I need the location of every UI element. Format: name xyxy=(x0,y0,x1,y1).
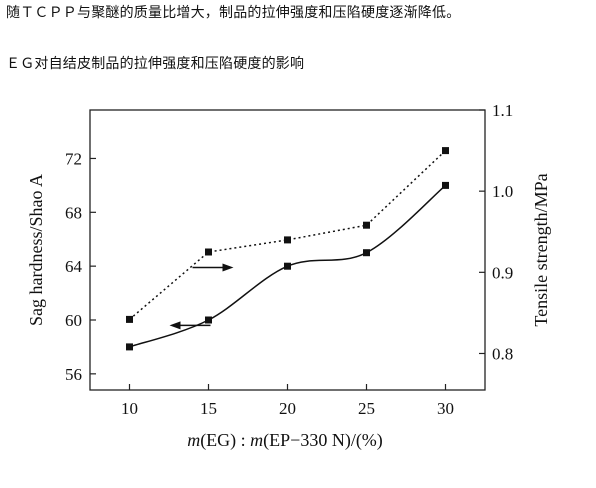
hardness-point xyxy=(126,343,133,351)
right-tick-label: 0.9 xyxy=(492,263,513,282)
x-tick-label: 25 xyxy=(358,399,375,418)
left-tick-label: 56 xyxy=(65,365,82,384)
annotation-arrow-head xyxy=(169,321,181,330)
right-tick-label: 1.1 xyxy=(492,101,513,120)
intro-text: 随ＴＣＰＰ与聚醚的质量比增大，制品的拉伸强度和压陷硬度逐渐降低。 xyxy=(6,5,461,21)
left-tick-label: 60 xyxy=(65,311,82,330)
y-axis-left-title: Sag hardness/Shao A xyxy=(26,174,46,326)
hardness-point xyxy=(442,181,449,189)
tensile-point xyxy=(442,147,449,155)
x-axis-title-part2: (EP−330 N)/(%) xyxy=(263,430,383,451)
x-axis-title: m(EG) : m(EP−330 N)/(%) xyxy=(187,430,383,451)
annotation-group xyxy=(169,263,234,330)
right-tick-label: 0.8 xyxy=(492,344,513,363)
left-tick-label: 72 xyxy=(65,149,82,168)
x-tick-label: 20 xyxy=(279,399,296,418)
x-tick-label: 10 xyxy=(121,399,138,418)
sag-hardness-tensile-strength-chart: 10 15 20 25 30 56 60 64 68 72 0.8 0.9 1.0 1.1 Sag h… xyxy=(26,101,551,451)
series-group xyxy=(126,147,449,351)
x-axis-title-part1: (EG) : xyxy=(200,430,250,451)
plot-frame xyxy=(89,109,486,391)
annotation-arrow-head xyxy=(222,263,234,272)
x-axis-ticks: 10 15 20 25 30 xyxy=(121,384,454,418)
left-tick-label: 64 xyxy=(65,257,83,276)
hardness-point xyxy=(363,249,370,257)
tensile-point xyxy=(205,248,212,256)
y-axis-right-title: Tensile strength/MPa xyxy=(531,173,551,326)
x-axis-title-var2: m xyxy=(250,430,263,450)
x-axis-title-var1: m xyxy=(187,430,200,450)
left-axis-ticks: 56 60 64 68 72 xyxy=(65,149,96,384)
right-tick-label: 1.0 xyxy=(492,182,513,201)
tensile-point xyxy=(284,236,291,244)
left-tick-label: 68 xyxy=(65,203,82,222)
tensile-point xyxy=(126,315,133,323)
tensile-point xyxy=(363,221,370,229)
hardness-point xyxy=(205,316,212,324)
right-axis-ticks: 0.8 0.9 1.0 1.1 xyxy=(479,101,513,363)
series-line-tensile xyxy=(129,150,447,320)
x-tick-label: 15 xyxy=(200,399,217,418)
x-tick-label: 30 xyxy=(437,399,454,418)
chart-caption: ＥＧ对自结皮制品的拉伸强度和压陷硬度的影响 xyxy=(6,56,305,72)
hardness-point xyxy=(284,262,291,270)
